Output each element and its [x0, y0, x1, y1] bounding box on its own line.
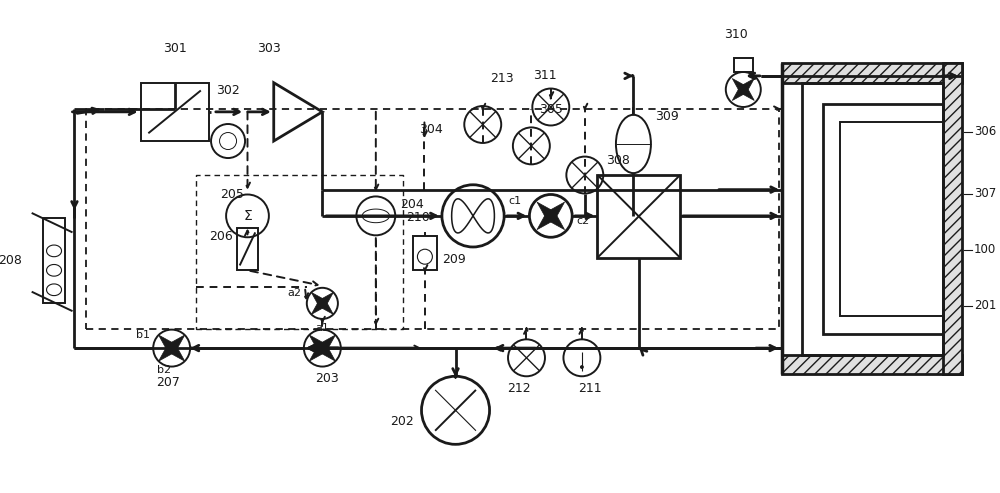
- Text: 201: 201: [974, 299, 996, 313]
- Text: 311: 311: [533, 69, 557, 82]
- Text: 307: 307: [974, 187, 996, 201]
- Text: 212: 212: [507, 382, 531, 395]
- Text: 210: 210: [407, 211, 430, 224]
- Text: a2: a2: [287, 287, 301, 298]
- Polygon shape: [732, 78, 746, 93]
- Polygon shape: [547, 212, 565, 230]
- Text: 206: 206: [210, 230, 233, 243]
- Bar: [413, 236, 437, 270]
- Polygon shape: [740, 86, 754, 101]
- Text: 305: 305: [539, 103, 563, 116]
- Polygon shape: [309, 344, 326, 361]
- Polygon shape: [311, 292, 326, 307]
- Text: 205: 205: [220, 188, 244, 201]
- Text: 204: 204: [400, 198, 424, 211]
- Text: $\Sigma$: $\Sigma$: [243, 209, 252, 223]
- Text: b2: b2: [157, 365, 171, 375]
- Bar: [782, 355, 962, 374]
- Text: 203: 203: [315, 372, 339, 385]
- Polygon shape: [319, 300, 333, 315]
- Circle shape: [580, 365, 584, 369]
- Text: c2: c2: [576, 215, 589, 226]
- Text: 213: 213: [491, 71, 514, 85]
- Text: c1: c1: [509, 196, 522, 206]
- Bar: [943, 63, 962, 374]
- Text: 306: 306: [974, 125, 996, 138]
- Text: a1: a1: [315, 322, 329, 333]
- Text: b1: b1: [136, 330, 150, 340]
- Bar: [802, 83, 943, 355]
- Text: 208: 208: [0, 254, 22, 267]
- Polygon shape: [319, 344, 335, 361]
- Bar: [782, 63, 962, 83]
- Text: 303: 303: [257, 42, 281, 56]
- Text: 310: 310: [724, 28, 747, 41]
- Polygon shape: [309, 335, 326, 352]
- Polygon shape: [537, 202, 555, 220]
- Bar: [823, 104, 943, 333]
- Polygon shape: [740, 78, 754, 93]
- Text: 100: 100: [974, 244, 996, 256]
- Text: 207: 207: [156, 376, 180, 389]
- Bar: [43, 218, 65, 303]
- Polygon shape: [311, 300, 326, 315]
- Text: 202: 202: [390, 415, 414, 428]
- Polygon shape: [547, 202, 565, 220]
- Polygon shape: [159, 344, 175, 361]
- Bar: [840, 122, 943, 316]
- Polygon shape: [159, 335, 175, 352]
- Text: 309: 309: [655, 109, 679, 123]
- Bar: [141, 83, 209, 141]
- Text: 209: 209: [442, 253, 466, 266]
- Polygon shape: [168, 344, 185, 361]
- Text: 304: 304: [420, 123, 443, 136]
- Bar: [597, 175, 680, 258]
- Polygon shape: [537, 212, 555, 230]
- Bar: [237, 228, 258, 270]
- Polygon shape: [168, 335, 185, 352]
- Polygon shape: [732, 86, 746, 101]
- Text: 301: 301: [163, 42, 186, 56]
- Text: 302: 302: [216, 84, 240, 97]
- Text: 308: 308: [606, 154, 630, 167]
- Polygon shape: [319, 335, 335, 352]
- Polygon shape: [319, 292, 333, 307]
- Text: 211: 211: [578, 382, 601, 395]
- Bar: [734, 58, 753, 72]
